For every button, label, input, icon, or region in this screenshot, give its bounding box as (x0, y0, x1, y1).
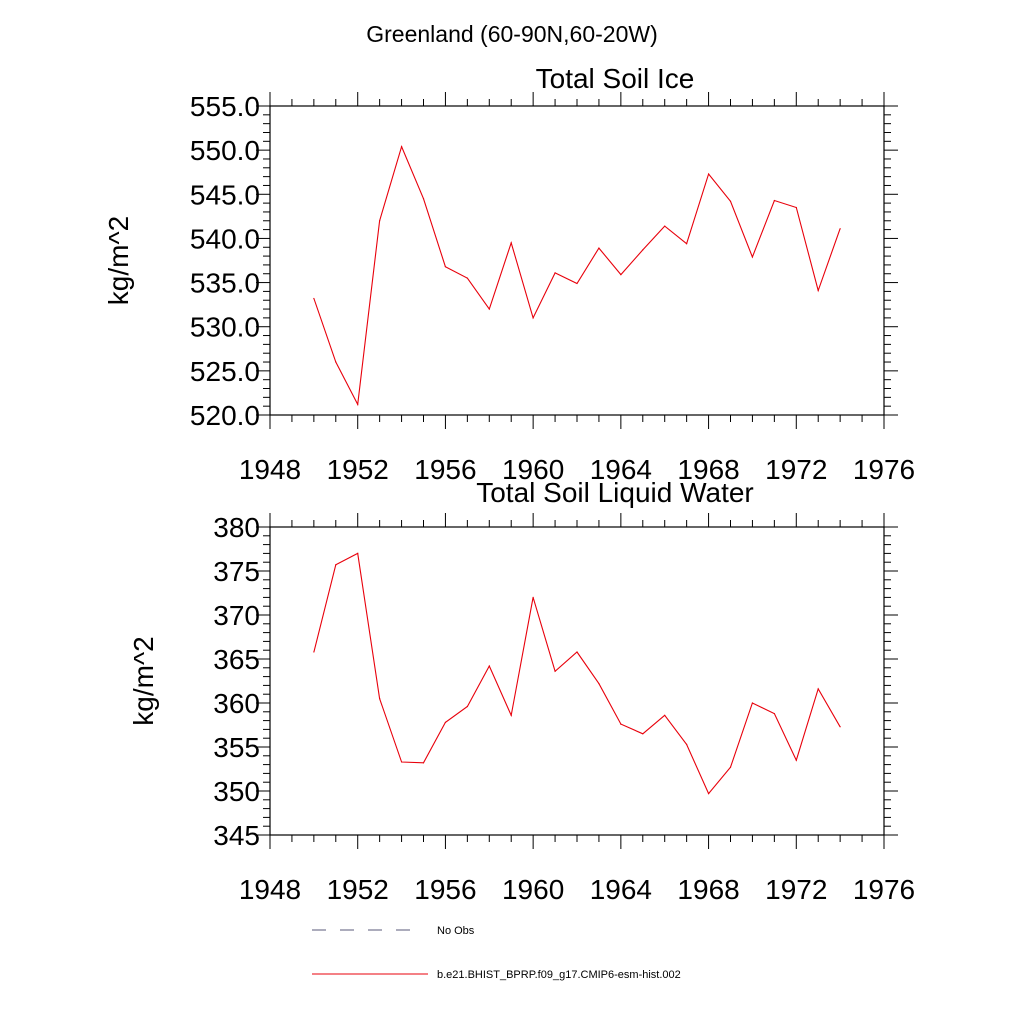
data-point (839, 228, 841, 230)
data-point (400, 761, 403, 763)
data-point (839, 726, 841, 728)
y-tick-label: 535.0 (190, 268, 260, 299)
x-tick-label: 1968 (677, 454, 739, 485)
data-point (773, 199, 775, 202)
data-point (729, 766, 732, 768)
data-point (620, 723, 622, 725)
y-tick-label: 360 (213, 688, 260, 719)
data-point (510, 242, 512, 244)
data-point (488, 308, 490, 310)
data-point (422, 762, 425, 764)
data-point (751, 256, 754, 258)
y-tick-label: 520.0 (190, 400, 260, 431)
data-point (729, 200, 732, 202)
x-tick-label: 1976 (853, 454, 915, 485)
data-point (576, 651, 578, 653)
data-point (357, 403, 359, 406)
y-tick-label: 550.0 (190, 135, 260, 166)
y-tick-label: 540.0 (190, 223, 260, 254)
chart-panel-total-soil-ice: Total Soil Ice 520.0 525.0 530.0 535.0 540.0 5… (103, 63, 915, 485)
data-point (313, 297, 315, 300)
x-tick-label: 1972 (765, 874, 827, 905)
chart-title: Total Soil Liquid Water (476, 477, 754, 508)
data-point (795, 206, 797, 209)
data-point (422, 198, 425, 200)
chart-title: Total Soil Ice (536, 63, 695, 94)
data-point (620, 274, 622, 276)
y-tick-label: 525.0 (190, 356, 260, 387)
x-tick-label: 1960 (502, 454, 564, 485)
data-point (707, 793, 710, 795)
x-tick-label: 1968 (677, 874, 739, 905)
data-point (357, 552, 359, 555)
data-point (642, 249, 644, 251)
data-point (598, 247, 600, 249)
y-axis-label: kg/m^2 (128, 636, 159, 725)
legend: No Obs b.e21.BHIST_BPRP.f09_g17.CMIP6-es… (312, 925, 681, 981)
y-tick-label: 370 (213, 600, 260, 631)
data-point (795, 759, 797, 761)
y-tick-label: 555.0 (190, 91, 260, 122)
data-point (335, 564, 337, 566)
data-point (400, 146, 403, 148)
x-tick-label: 1960 (502, 874, 564, 905)
figure-suptitle: Greenland (60-90N,60-20W) (366, 21, 657, 47)
data-point (598, 683, 600, 685)
data-point (576, 282, 578, 285)
y-tick-label: 345 (213, 820, 260, 851)
data-point (532, 317, 534, 319)
data-point (686, 243, 688, 245)
data-point (335, 361, 337, 363)
y-tick-label: 530.0 (190, 312, 260, 343)
y-tick-label: 375 (213, 556, 260, 587)
x-tick-label: 1976 (853, 874, 915, 905)
data-point (817, 289, 819, 292)
data-point (664, 714, 666, 716)
series-line-0 (313, 144, 841, 407)
y-tick-label: 350 (213, 776, 260, 807)
x-tick-label: 1964 (590, 454, 652, 485)
data-point (773, 712, 775, 715)
series-line-0 (313, 552, 841, 795)
y-tick-label: 545.0 (190, 179, 260, 210)
x-tick-label: 1948 (239, 874, 301, 905)
data-point (444, 721, 447, 723)
data-point (707, 173, 710, 175)
data-point (488, 665, 490, 667)
x-tick-label: 1956 (414, 874, 476, 905)
legend-label-no-obs: No Obs (437, 925, 475, 937)
x-tick-label: 1964 (590, 874, 652, 905)
data-point (642, 733, 644, 735)
x-tick-label: 1948 (239, 454, 301, 485)
data-point (510, 714, 512, 716)
plot-frame (269, 526, 885, 836)
y-tick-label: 380 (213, 512, 260, 543)
data-point (751, 702, 754, 704)
data-point (817, 688, 819, 690)
data-point (444, 266, 447, 268)
y-axis-label: kg/m^2 (103, 216, 134, 305)
x-tick-label: 1972 (765, 454, 827, 485)
data-point (532, 596, 534, 599)
data-point (466, 277, 468, 279)
data-point (686, 743, 688, 745)
x-tick-label: 1952 (327, 454, 389, 485)
legend-label-model-run: b.e21.BHIST_BPRP.f09_g17.CMIP6-esm-hist.… (437, 969, 681, 981)
data-point (466, 705, 468, 708)
y-tick-label: 365 (213, 644, 260, 675)
y-tick-label: 355 (213, 732, 260, 763)
x-tick-label: 1956 (414, 454, 476, 485)
data-point (554, 272, 556, 274)
data-point (313, 651, 315, 653)
chart-panel-total-soil-liquid-water: Total Soil Liquid Water 345 350 355 360 365 37… (128, 477, 915, 905)
data-point (664, 225, 666, 227)
x-tick-label: 1952 (327, 874, 389, 905)
data-point (554, 670, 556, 672)
data-point (379, 698, 381, 700)
data-point (379, 220, 381, 222)
